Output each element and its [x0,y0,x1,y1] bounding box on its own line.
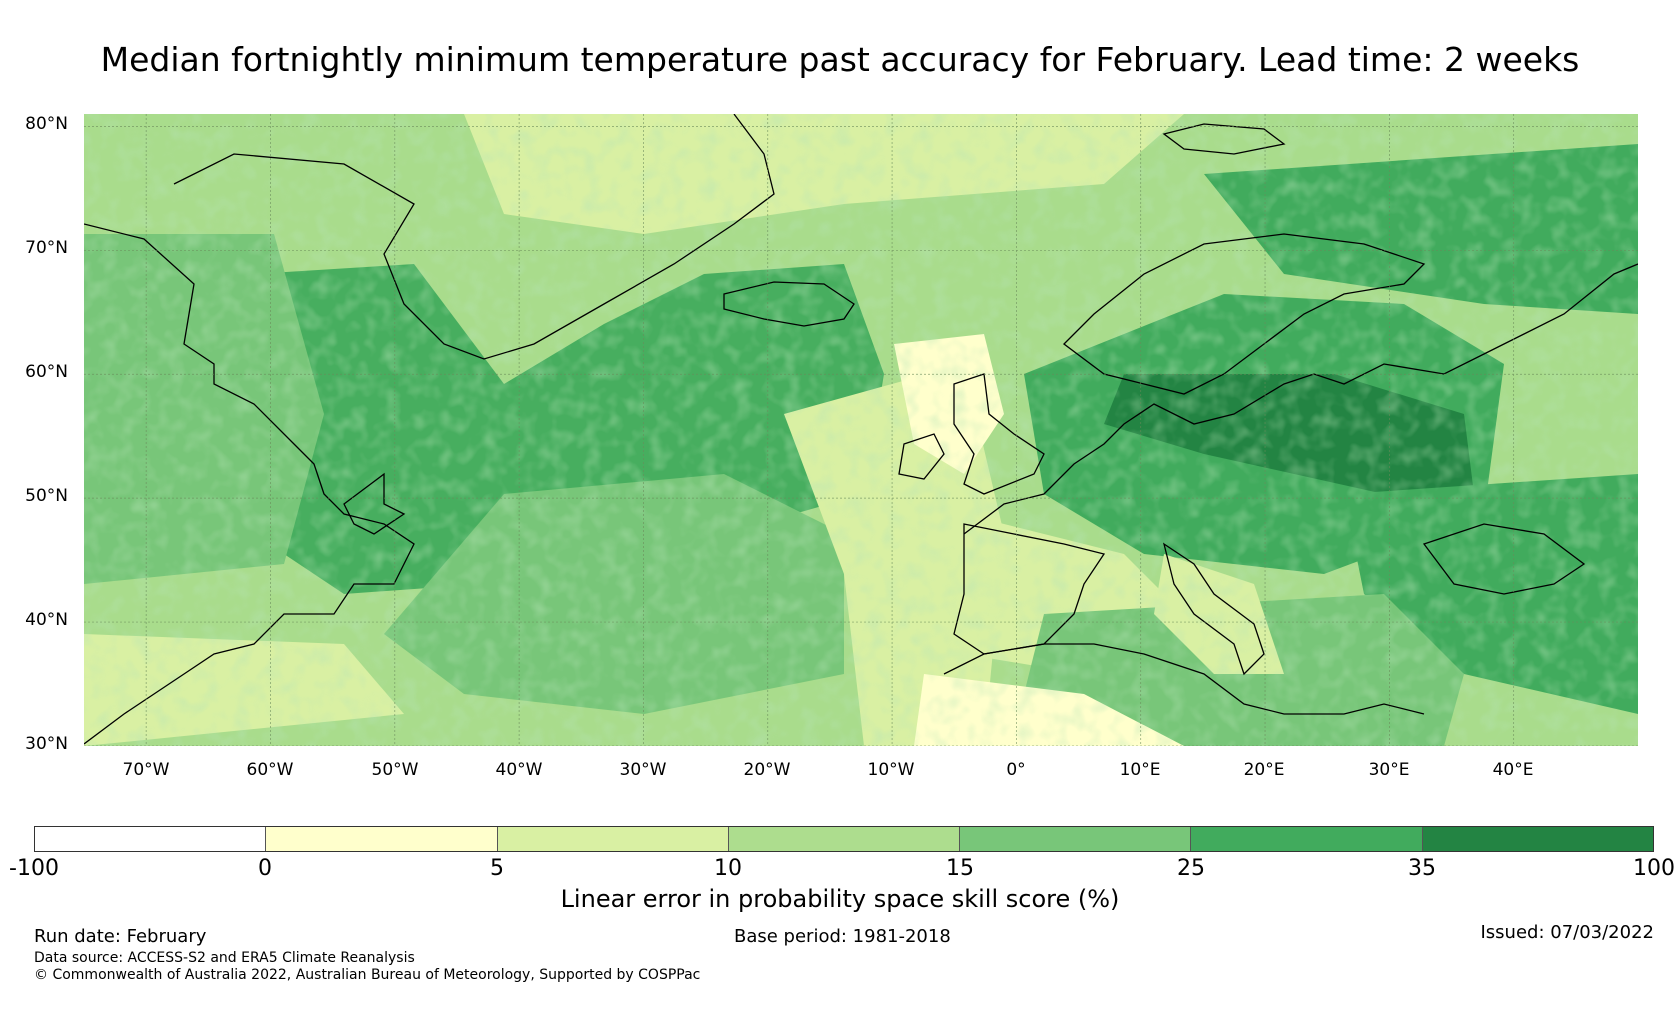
coast-scandinavia [1063,233,1426,395]
base-period: Base period: 1981-2018 [734,926,951,947]
lat-label-60n: 60°N [25,362,68,382]
skill-map-svg [84,114,1638,746]
lon-label-60w: 60°W [246,760,294,780]
coast-europe [963,263,1638,535]
colorbar-segment [960,827,1192,851]
coast-great-britain [953,373,1045,495]
coastlines [84,114,1638,745]
coast-iceland [723,281,855,327]
coast-ireland [898,433,945,480]
colorbar-segment [35,827,267,851]
colorbar-tick: 35 [1408,856,1436,881]
lon-label-20w: 20°W [743,760,791,780]
skill-map [84,114,1638,746]
issued-date: Issued: 07/03/2022 [1480,922,1654,943]
lon-label-70w: 70°W [122,760,170,780]
colorbar-tick: 10 [714,856,742,881]
gridlines [84,114,1638,746]
lon-label-30e: 30°E [1368,760,1410,780]
lat-label-70n: 70°N [25,238,68,258]
lat-label-80n: 80°N [25,114,68,134]
colorbar-segment [728,827,961,851]
map-title: Median fortnightly minimum temperature p… [100,40,1580,79]
lon-label-10w: 10°W [867,760,915,780]
colorbar-tick: 25 [1177,856,1205,881]
lat-label-30n: 30°N [25,734,68,754]
colorbar-tick: 15 [946,856,974,881]
coast-greenland [173,114,775,360]
lon-label-0: 0° [1006,760,1026,780]
coast-italy [1162,542,1265,676]
lat-label-50n: 50°N [25,486,68,506]
skill-field-texture [84,114,1638,746]
colorbar-segment [266,827,498,851]
coast-north-africa [943,643,1425,715]
colorbar-segment [1422,827,1653,851]
colorbar-tick: 100 [1633,856,1675,881]
lon-label-50w: 50°W [371,760,419,780]
lon-label-40e: 40°E [1492,760,1534,780]
lon-label-20e: 20°E [1243,760,1285,780]
coast-black-sea [1422,523,1586,595]
lat-label-40n: 40°N [25,610,68,630]
colorbar-segment [497,827,729,851]
colorbar-tick: 0 [258,856,272,881]
lon-label-40w: 40°W [495,760,543,780]
coast-svalbard [1162,123,1286,155]
lon-label-10e: 10°E [1119,760,1161,780]
colorbar-label: Linear error in probability space skill … [560,885,1120,913]
colorbar-tick: 5 [490,856,504,881]
colorbar-segment [1191,827,1423,851]
colorbar-tick: -100 [9,856,59,881]
copyright: © Commonwealth of Australia 2022, Austra… [34,967,701,983]
coast-newfoundland [343,472,406,535]
lon-label-30w: 30°W [619,760,667,780]
coast-iberia [953,523,1106,655]
run-date: Run date: February [34,926,207,947]
colorbar [34,826,1654,852]
data-source: Data source: ACCESS-S2 and ERA5 Climate … [34,950,415,966]
coast-north-america [84,223,415,745]
